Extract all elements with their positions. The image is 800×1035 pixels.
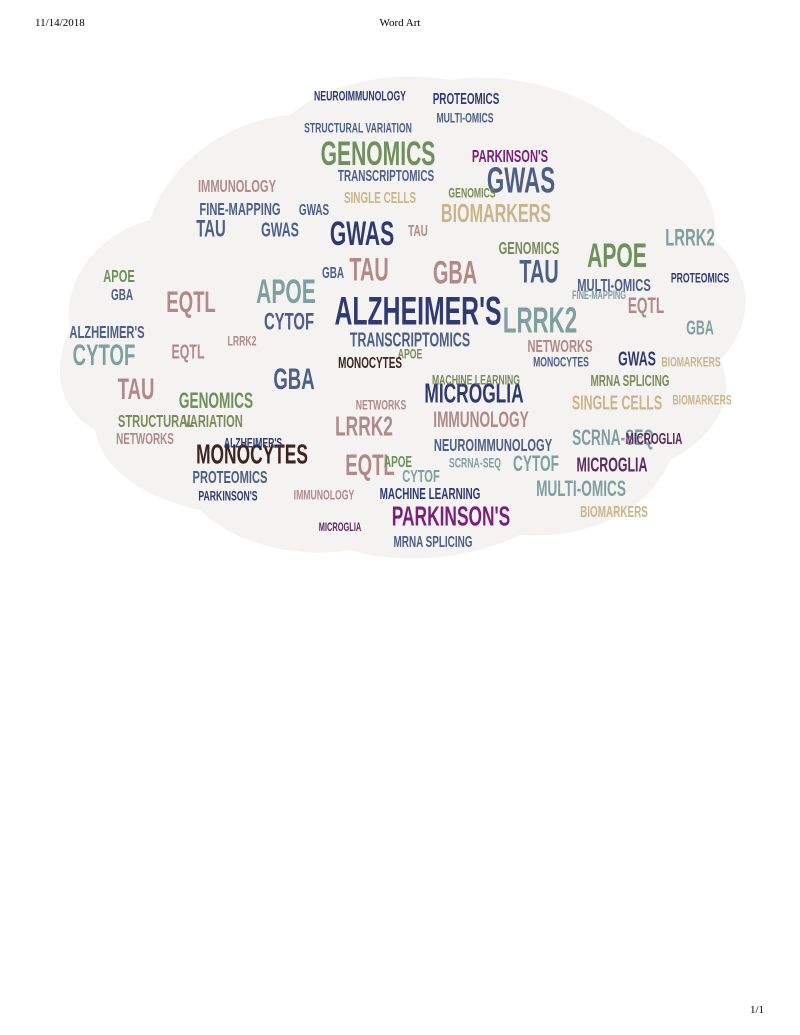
cloud-word: NEUROIMMUNOLOGY — [434, 435, 552, 455]
cloud-word: ALZHEIMER'S — [69, 322, 144, 342]
cloud-word: EQTL — [345, 448, 395, 482]
cloud-word: GWAS — [618, 347, 656, 370]
cloud-word: BIOMARKERS — [441, 198, 551, 228]
cloud-word: LRRK2 — [335, 410, 393, 441]
cloud-word: NETWORKS — [356, 398, 407, 414]
cloud-word: LRRK2 — [665, 225, 715, 251]
cloud-word: TAU — [196, 216, 225, 242]
cloud-word: MACHINE LEARNING — [432, 373, 520, 389]
cloud-word: BIOMARKERS — [672, 393, 731, 409]
cloud-word: MONOCYTES — [338, 354, 402, 372]
cloud-word: GBA — [686, 316, 714, 339]
cloud-word: TAU — [118, 372, 155, 406]
cloud-word: MICROGLIA — [577, 453, 648, 476]
cloud-word: APOE — [398, 347, 423, 363]
cloud-word: SCRNA-SEQ — [449, 456, 501, 472]
cloud-word: MICROGLIA — [626, 430, 683, 448]
cloud-word: GENOMICS — [499, 238, 560, 258]
cloud-word: MRNA SPLICING — [394, 533, 473, 551]
cloud-word: MICROGLIA — [424, 377, 523, 408]
cloud-word: PARKINSON'S — [472, 146, 548, 166]
cloud-word: PROTEOMICS — [671, 271, 729, 287]
cloud-word: APOE — [103, 266, 135, 286]
cloud-word: STRUCTURAL — [118, 411, 194, 431]
cloud-word: LRRK2 — [503, 301, 577, 341]
cloud-word: GENOMICS — [179, 387, 253, 412]
cloud-word: PROTEOMICS — [193, 467, 268, 487]
cloud-word: GENOMICS — [448, 186, 495, 202]
cloud-word: ALZHEIMER'S — [334, 290, 501, 334]
cloud-word: TRANSCRIPTOMICS — [338, 167, 434, 185]
cloud-word: MONOCYTES — [196, 438, 308, 469]
cloud-word: MACHINE LEARNING — [380, 485, 481, 503]
cloud-word: PARKINSON'S — [198, 489, 257, 505]
cloud-word: GWAS — [261, 218, 299, 241]
cloud-word: CYTOF — [402, 466, 440, 486]
cloud-word: GBA — [322, 264, 344, 282]
cloud-word: TAU — [519, 254, 558, 290]
cloud-word: CYTOF — [513, 450, 559, 475]
cloud-word: GENOMICS — [321, 134, 436, 172]
cloud-word: EQTL — [628, 292, 664, 317]
cloud-word: GBA — [111, 286, 133, 304]
cloud-word: PROTEOMICS — [433, 90, 500, 108]
cloud-word: GBA — [273, 362, 314, 396]
cloud-word: NETWORKS — [527, 336, 592, 356]
cloud-word: PARKINSON'S — [392, 500, 511, 531]
cloud-word: MICROGLIA — [319, 522, 362, 535]
cloud-word: GWAS — [299, 201, 329, 219]
cloud-word: MRNA SPLICING — [591, 372, 670, 390]
cloud-word: SINGLE CELLS — [572, 391, 662, 414]
cloud-word: APOE — [256, 272, 316, 310]
cloud-word: TAU — [408, 222, 428, 240]
cloud-word: NETWORKS — [116, 430, 174, 448]
cloud-word: BIOMARKERS — [661, 355, 720, 371]
cloud-word: FINE-MAPPING — [199, 199, 280, 219]
cloud-word: GWAS — [330, 214, 394, 252]
cloud-word: EQTL — [166, 285, 216, 319]
page-title: Word Art — [379, 17, 421, 29]
cloud-word: GWAS — [487, 161, 555, 201]
cloud-word: IMMUNOLOGY — [294, 488, 355, 504]
cloud-word: GBA — [433, 255, 477, 291]
cloud-word: FINE-MAPPING — [572, 290, 626, 303]
cloud-word: TAU — [349, 252, 388, 288]
cloud-word: APOE — [384, 453, 412, 471]
cloud-word: EQTL — [171, 340, 204, 363]
brain-shape — [59, 76, 746, 559]
cloud-word: CYTOF — [73, 338, 136, 372]
cloud-word: MULTI-OMICS — [436, 111, 493, 127]
cloud-word: SINGLE CELLS — [344, 189, 416, 207]
cloud-word: IMMUNOLOGY — [198, 176, 276, 196]
cloud-word: MULTI-OMICS — [577, 275, 651, 295]
cloud-word: ALZHEIMER'S — [224, 436, 283, 452]
cloud-word: IMMUNOLOGY — [433, 406, 528, 431]
cloud-word: STRUCTURAL VARIATION — [304, 121, 412, 137]
print-date: 11/14/2018 — [35, 17, 85, 29]
cloud-word: MULTI-OMICS — [536, 475, 626, 500]
cloud-word: SCRNA-SEQ — [572, 424, 654, 449]
cloud-word: MONOCYTES — [533, 355, 589, 371]
cloud-word: APOE — [587, 236, 647, 274]
cloud-word: NEUROIMMUNOLOGY — [314, 89, 406, 105]
cloud-word: BIOMARKERS — [580, 503, 648, 521]
cloud-word: LRRK2 — [228, 334, 257, 350]
cloud-word: TRANSCRIPTOMICS — [350, 328, 470, 351]
cloud-word: CYTOF — [264, 309, 314, 335]
cloud-word: VARIATION — [183, 411, 243, 431]
page-number: 1/1 — [749, 1004, 764, 1016]
